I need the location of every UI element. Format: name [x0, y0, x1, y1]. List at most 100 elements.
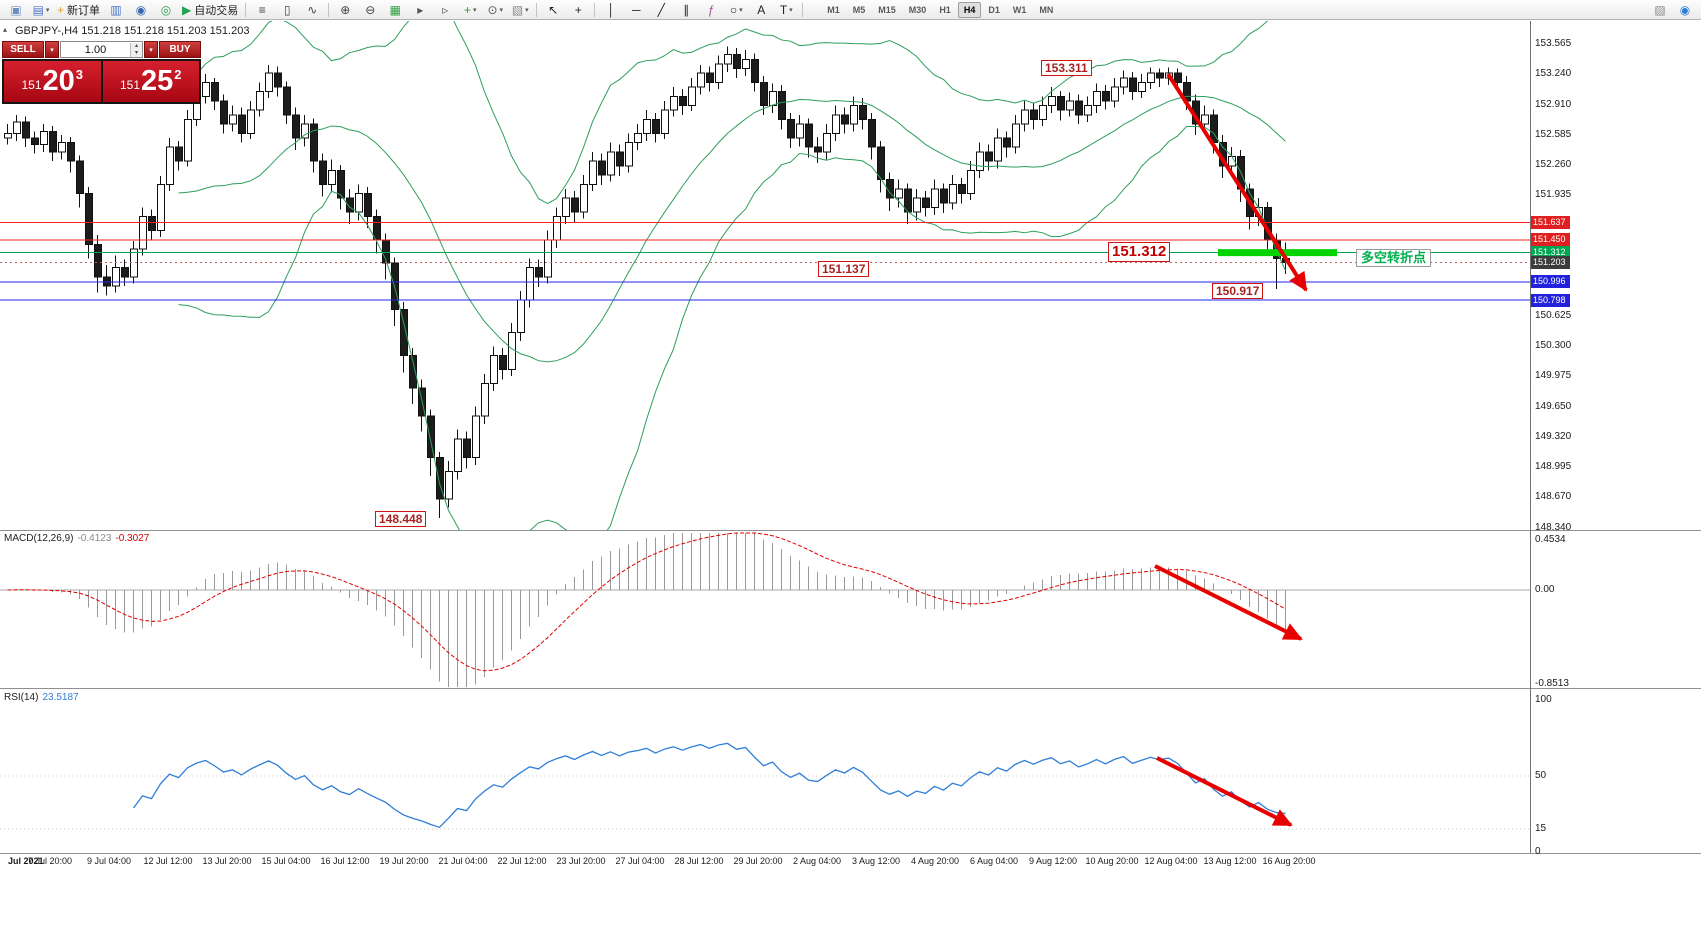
equidistant-channel-icon[interactable]: ∥ [674, 0, 698, 19]
indicators-icon[interactable]: + ▾ [458, 0, 482, 19]
toolbar-separator [328, 2, 330, 17]
time-axis-label: 7 Jul 20:00 [27, 856, 73, 866]
timeframe-m5-button[interactable]: M5 [852, 4, 866, 15]
new-order-button: + [57, 2, 65, 17]
price-axis-tick: 152.260 [1535, 158, 1572, 170]
time-axis-label: 13 Jul 20:00 [202, 856, 252, 866]
window-icon[interactable]: ▣ [4, 0, 28, 19]
time-axis-label: 19 Jul 20:00 [379, 856, 429, 866]
volume-value[interactable]: 1.00 [84, 43, 107, 56]
text-icon[interactable]: A [749, 0, 773, 19]
trend-arrow[interactable] [1166, 72, 1308, 292]
vertical-line-icon[interactable]: │ [599, 0, 623, 19]
price-annotation[interactable]: 150.917 [1212, 283, 1264, 299]
time-axis-label: 3 Aug 12:00 [851, 856, 901, 866]
zoom-in-icon[interactable]: ⊕ [333, 0, 357, 19]
time-axis-label: 22 Jul 12:00 [497, 856, 547, 866]
timeframe-toolbar: M1 M5 M15 M30 H1 H4 D1 W1 MN [821, 1, 1059, 18]
periods-icon[interactable]: ⊙ ▾ [483, 0, 507, 19]
caret-down-icon: ▾ [499, 6, 504, 14]
arrows-icon: T [779, 2, 788, 17]
chart-style-icon[interactable]: ▨ [1648, 0, 1672, 19]
new-chart-icon[interactable]: ▤ ▾ [29, 0, 53, 19]
price-axis-tick: 149.975 [1535, 370, 1572, 382]
trendline-icon[interactable]: ╱ [649, 0, 673, 19]
timeframe-m1-button[interactable]: M1 [827, 4, 840, 15]
volume-spinner: ▴ ▾ [130, 42, 142, 57]
time-axis-label: 10 Aug 20:00 [1085, 856, 1139, 866]
macd-signal-value: -0.3027 [115, 533, 150, 544]
timeframe-h1-button[interactable]: H1 [939, 4, 951, 15]
navigator-icon[interactable]: ◎ [154, 0, 178, 19]
crosshair-icon[interactable]: + [566, 0, 590, 19]
timeframe-mn-button[interactable]: MN [1039, 4, 1054, 15]
time-axis-label: 2 Aug 04:00 [792, 856, 842, 866]
horizontal-line-icon[interactable]: ─ [624, 0, 648, 19]
new-order-button[interactable]: + 新订单 [54, 0, 103, 19]
volume-field[interactable]: 1.00 ▴ ▾ [60, 41, 143, 58]
timeframe-h4-button[interactable]: H4 [957, 1, 982, 18]
time-axis-label: 29 Jul 20:00 [733, 856, 783, 866]
buy-button[interactable]: BUY [159, 41, 201, 58]
sell-button[interactable]: SELL [2, 41, 44, 58]
shapes-icon[interactable]: ○ ▾ [724, 0, 748, 19]
price-tag: 150.798 [1531, 293, 1570, 307]
fibonacci-icon[interactable]: ƒ [699, 0, 723, 19]
time-axis-label: 13 Aug 12:00 [1203, 856, 1257, 866]
sell-caret-icon[interactable]: ▾ [45, 41, 59, 58]
crosshair-icon: + [574, 2, 582, 17]
arrows-icon[interactable]: T ▾ [774, 0, 798, 19]
help-icon[interactable]: ◉ [1673, 0, 1697, 19]
toolbar-separator [536, 2, 538, 17]
sell-price-box[interactable]: 151 20 3 [4, 61, 101, 102]
buy-price-box[interactable]: 151 25 2 [102, 61, 199, 102]
price-axis-tick: 153.565 [1535, 38, 1572, 49]
time-axis-label: 9 Aug 12:00 [1028, 856, 1078, 866]
buy-caret-icon[interactable]: ▾ [144, 41, 158, 58]
navigator-icon: ◎ [160, 2, 172, 17]
macd-panel[interactable] [0, 532, 1530, 687]
timeframe-m15-button[interactable]: M15 [878, 4, 896, 15]
zoom-out-icon[interactable]: ⊖ [358, 0, 382, 19]
time-axis-label: 12 Aug 04:00 [1144, 856, 1198, 866]
trend-arrow[interactable] [1156, 756, 1293, 827]
charts-icon[interactable]: ▥ [104, 0, 128, 19]
macd-axis-value: 0.00 [1535, 584, 1555, 595]
chart-shift-icon[interactable]: ▹ [433, 0, 457, 19]
volume-down-icon[interactable]: ▾ [131, 49, 142, 57]
rsi-axis-value: 0 [1535, 846, 1541, 857]
bar-chart-type-icon[interactable]: ≡ [250, 0, 274, 19]
price-annotation[interactable]: 153.311 [1041, 60, 1092, 76]
price-axis-tick: 148.670 [1535, 491, 1572, 503]
one-click-panel-toggle[interactable]: ▴ [3, 25, 8, 34]
macd-histogram [16, 533, 1286, 687]
candlestick-chart-type-icon[interactable]: ▯ [275, 0, 299, 19]
price-panel[interactable] [0, 0, 1530, 552]
line-chart-type-icon[interactable]: ∿ [300, 0, 324, 19]
auto-scroll-icon: ▸ [417, 2, 424, 17]
price-annotation[interactable]: 151.137 [818, 261, 870, 277]
trend-arrow[interactable] [1154, 564, 1303, 641]
time-axis-label: 28 Jul 12:00 [674, 856, 724, 866]
price-annotation[interactable]: 151.312 [1108, 242, 1171, 262]
rsi-panel[interactable] [0, 742, 1530, 830]
timeframe-w1-button[interactable]: W1 [1012, 4, 1027, 15]
chart-ohlc-header: GBPJPY-,H4 151.218 151.218 151.203 151.2… [15, 25, 250, 37]
panel-separators [0, 21, 1701, 854]
timeframe-m30-button[interactable]: M30 [908, 4, 927, 15]
timeframe-d1-button[interactable]: D1 [988, 4, 1000, 15]
price-annotation[interactable]: 148.448 [375, 511, 427, 527]
market-watch-icon[interactable]: ◉ [129, 0, 153, 19]
volume-up-icon[interactable]: ▴ [131, 42, 142, 50]
auto-scroll-icon[interactable]: ▸ [408, 0, 432, 19]
candlestick-chart-type-icon: ▯ [283, 2, 291, 17]
autotrading-button[interactable]: ▶ 自动交易 [179, 0, 241, 19]
cursor-icon[interactable]: ↖ [541, 0, 565, 19]
new-chart-icon: ▤ [32, 2, 44, 17]
cursor-icon: ↖ [548, 2, 559, 17]
price-tag: 151.637 [1531, 216, 1570, 230]
tile-windows-icon[interactable]: ▦ [383, 0, 407, 19]
templates-icon[interactable]: ▧ ▾ [508, 0, 532, 19]
turning-point-note[interactable]: 多空转折点 [1356, 249, 1432, 267]
